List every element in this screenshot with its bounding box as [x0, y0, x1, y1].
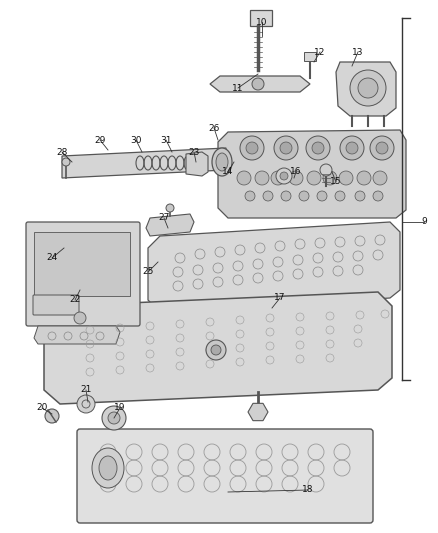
Text: 17: 17 [274, 294, 285, 303]
Circle shape [372, 191, 382, 201]
Circle shape [237, 171, 251, 185]
Text: 25: 25 [142, 268, 153, 277]
Polygon shape [62, 148, 226, 178]
Polygon shape [218, 130, 405, 218]
Circle shape [74, 312, 86, 324]
Circle shape [345, 142, 357, 154]
Circle shape [279, 142, 291, 154]
Ellipse shape [92, 448, 124, 488]
Circle shape [244, 191, 254, 201]
Bar [34, 232, 130, 296]
Circle shape [205, 340, 226, 360]
Polygon shape [146, 214, 194, 236]
Circle shape [372, 171, 386, 185]
Circle shape [298, 191, 308, 201]
Text: 11: 11 [232, 84, 243, 93]
Circle shape [319, 164, 331, 176]
Circle shape [62, 158, 70, 166]
Ellipse shape [99, 456, 117, 480]
Text: 10: 10 [256, 18, 267, 27]
Circle shape [322, 171, 336, 185]
Circle shape [279, 172, 287, 180]
Circle shape [166, 204, 173, 212]
Circle shape [334, 191, 344, 201]
Text: 12: 12 [314, 47, 325, 56]
Text: 26: 26 [208, 124, 219, 133]
Circle shape [276, 168, 291, 184]
Text: 24: 24 [46, 254, 57, 262]
Text: 23: 23 [188, 148, 199, 157]
Circle shape [45, 409, 59, 423]
Circle shape [262, 191, 272, 201]
FancyBboxPatch shape [77, 429, 372, 523]
Text: 30: 30 [130, 135, 141, 144]
Bar [303, 52, 315, 61]
Circle shape [356, 171, 370, 185]
Circle shape [305, 136, 329, 160]
Circle shape [369, 136, 393, 160]
Polygon shape [186, 152, 208, 176]
Circle shape [339, 136, 363, 160]
Text: 20: 20 [36, 403, 48, 413]
Circle shape [211, 345, 220, 355]
Circle shape [254, 171, 268, 185]
Circle shape [270, 171, 284, 185]
Text: 16: 16 [290, 167, 301, 176]
Circle shape [349, 70, 385, 106]
Ellipse shape [215, 153, 227, 171]
Text: 29: 29 [94, 135, 106, 144]
Circle shape [338, 171, 352, 185]
Circle shape [288, 171, 302, 185]
Circle shape [354, 191, 364, 201]
Circle shape [245, 142, 258, 154]
Circle shape [251, 78, 263, 90]
Text: 22: 22 [69, 295, 81, 304]
FancyBboxPatch shape [33, 295, 79, 315]
Circle shape [240, 136, 263, 160]
Polygon shape [209, 76, 309, 92]
FancyBboxPatch shape [26, 222, 140, 326]
Text: 18: 18 [301, 486, 313, 495]
Circle shape [77, 395, 95, 413]
Polygon shape [34, 326, 120, 344]
Circle shape [280, 191, 290, 201]
Circle shape [316, 191, 326, 201]
Circle shape [102, 406, 126, 430]
Text: 19: 19 [114, 403, 125, 413]
Polygon shape [148, 222, 399, 312]
Circle shape [108, 412, 120, 424]
Text: 21: 21 [80, 385, 92, 394]
Circle shape [375, 142, 387, 154]
Circle shape [357, 78, 377, 98]
Bar [249, 10, 272, 26]
Text: 15: 15 [329, 177, 341, 187]
Text: 28: 28 [56, 148, 67, 157]
Circle shape [311, 142, 323, 154]
Text: 14: 14 [222, 167, 233, 176]
Circle shape [273, 136, 297, 160]
Ellipse shape [212, 148, 231, 176]
Text: 27: 27 [158, 214, 170, 222]
Text: 9: 9 [420, 217, 426, 227]
Circle shape [306, 171, 320, 185]
Polygon shape [44, 292, 391, 404]
Text: 13: 13 [351, 47, 363, 56]
Polygon shape [335, 62, 395, 116]
Text: 31: 31 [160, 135, 171, 144]
